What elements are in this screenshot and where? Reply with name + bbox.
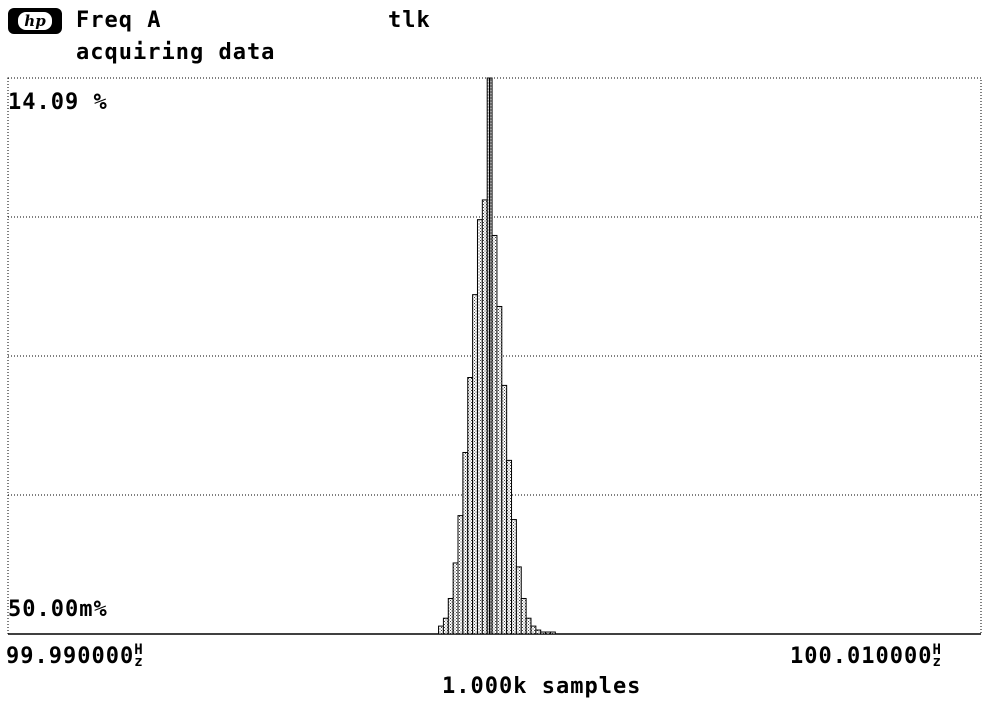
x-left-value: 99.990000 — [6, 644, 135, 669]
histogram-bar — [442, 617, 449, 635]
histogram-bar — [549, 631, 556, 635]
svg-text:hp: hp — [24, 12, 46, 30]
acquisition-status: acquiring data — [76, 40, 276, 65]
histogram-bar — [506, 459, 513, 635]
measurement-title: Freq A — [76, 8, 162, 33]
talk-status: tlk — [388, 8, 431, 33]
hp-logo-icon: hp — [8, 8, 62, 34]
y-axis-bottom-label: 50.00m% — [8, 597, 108, 622]
histogram-bar — [447, 597, 454, 635]
histogram-bar — [481, 199, 488, 635]
histogram-bar — [530, 625, 537, 635]
histogram-bar — [438, 625, 444, 635]
histogram-bar — [520, 597, 527, 635]
histogram-bar — [525, 617, 532, 635]
y-axis-top-label: 14.09 % — [8, 90, 108, 115]
histogram-bar — [496, 305, 503, 635]
histogram-bar — [540, 631, 547, 635]
histogram-bar — [491, 234, 498, 635]
histogram-bar — [462, 451, 469, 635]
histogram-bar — [457, 515, 464, 635]
x-right-value: 100.010000 — [790, 644, 933, 669]
histogram-bar — [535, 629, 542, 635]
histogram-bar — [501, 384, 508, 635]
sample-count-label: 1.000k samples — [442, 674, 642, 699]
histogram-bar — [515, 566, 522, 635]
histogram-bar — [467, 377, 474, 635]
histogram-bar — [472, 294, 478, 635]
histogram-bar — [511, 519, 517, 635]
histogram-bars — [438, 77, 556, 635]
histogram-bar — [476, 219, 483, 635]
histogram-bar — [545, 631, 551, 635]
histogram-bar — [452, 562, 459, 635]
